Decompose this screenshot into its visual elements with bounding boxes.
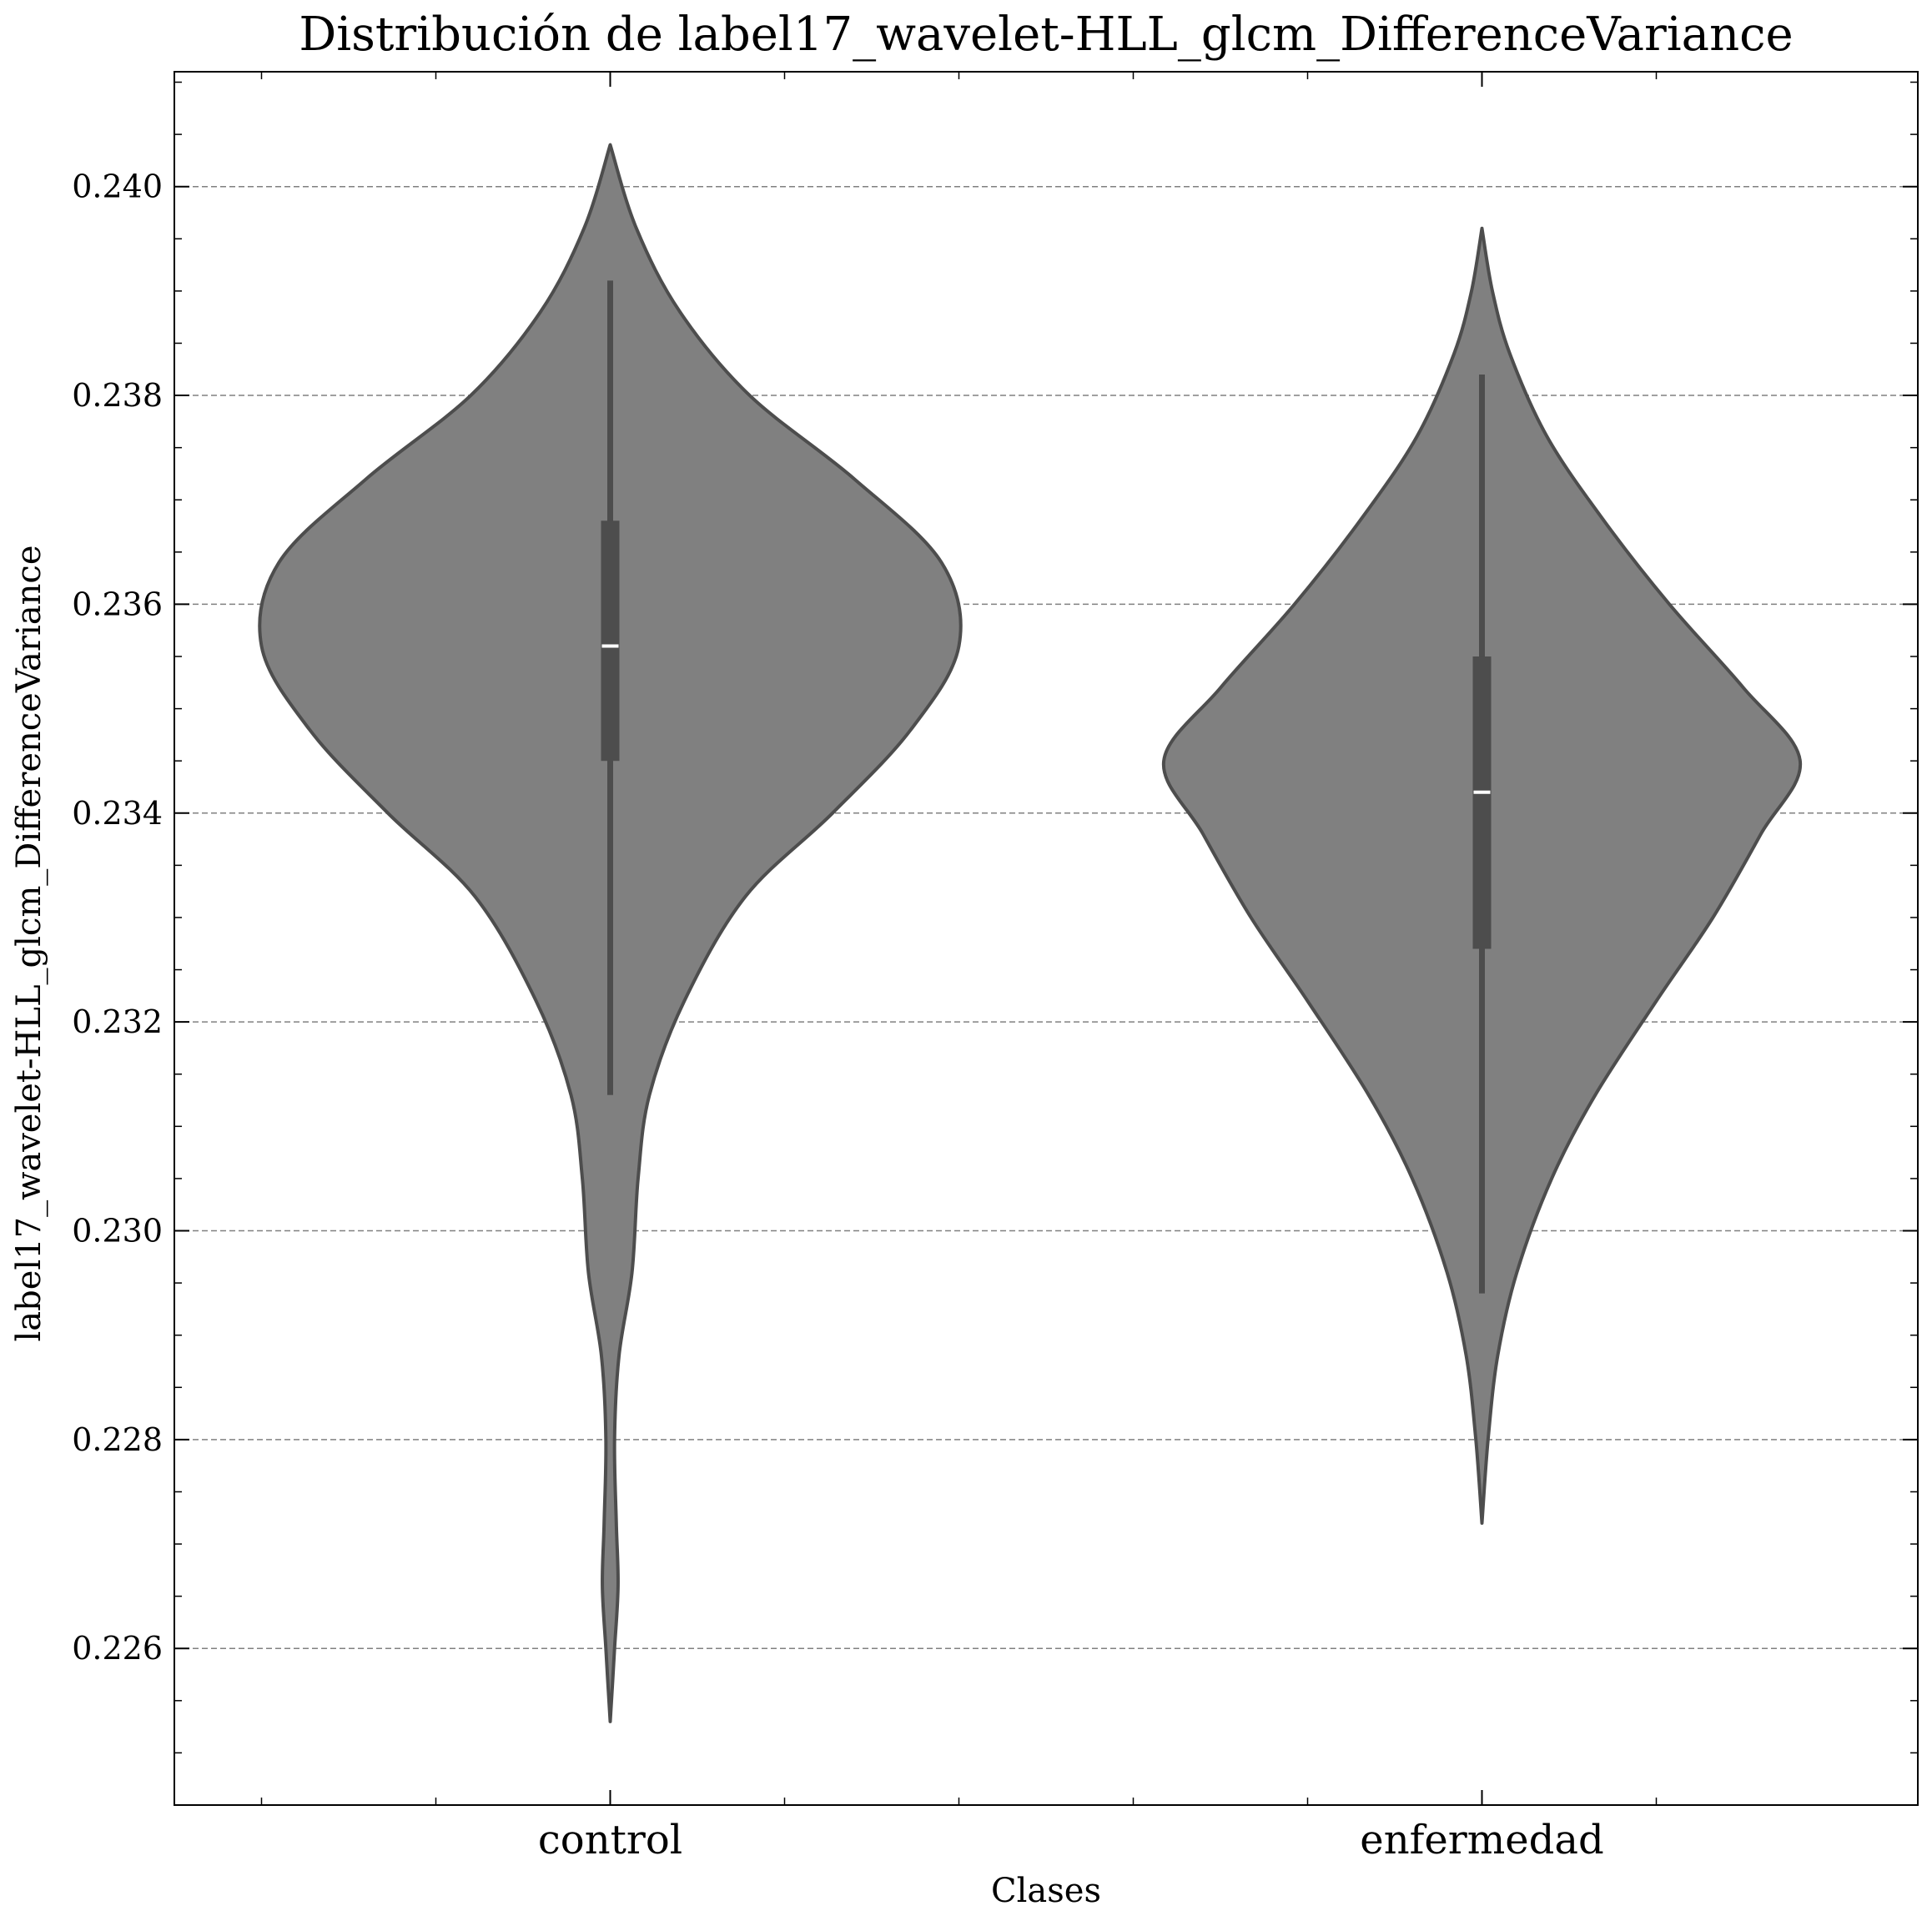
y-tick-label: 0.228 bbox=[72, 1421, 163, 1458]
violin-iqr-box-enfermedad bbox=[1472, 656, 1492, 949]
plot-frame bbox=[174, 71, 1919, 1806]
y-tick-label: 0.240 bbox=[72, 168, 163, 205]
y-tick-label: 0.234 bbox=[72, 795, 163, 832]
y-axis-label: label17_wavelet-HLL_glcm_DifferenceVaria… bbox=[10, 546, 48, 1342]
x-tick-label: enfermedad bbox=[1360, 1817, 1603, 1863]
violin-iqr-box-control bbox=[601, 520, 620, 762]
chart-title: Distribución de label17_wavelet-HLL_glcm… bbox=[299, 8, 1793, 62]
y-tick-label: 0.226 bbox=[72, 1630, 163, 1667]
y-tick-label: 0.238 bbox=[72, 377, 163, 414]
y-tick-label: 0.236 bbox=[72, 586, 163, 622]
violins bbox=[258, 143, 1802, 1723]
y-tick-label: 0.232 bbox=[72, 1003, 163, 1040]
axis-ticks: 0.226 0.228 0.230 0.232 0.234 0.236 0.238 0.240… bbox=[72, 72, 1918, 1863]
x-tick-label: control bbox=[538, 1817, 682, 1863]
x-axis-label: Clases bbox=[991, 1872, 1101, 1910]
y-tick-label: 0.230 bbox=[72, 1213, 163, 1250]
